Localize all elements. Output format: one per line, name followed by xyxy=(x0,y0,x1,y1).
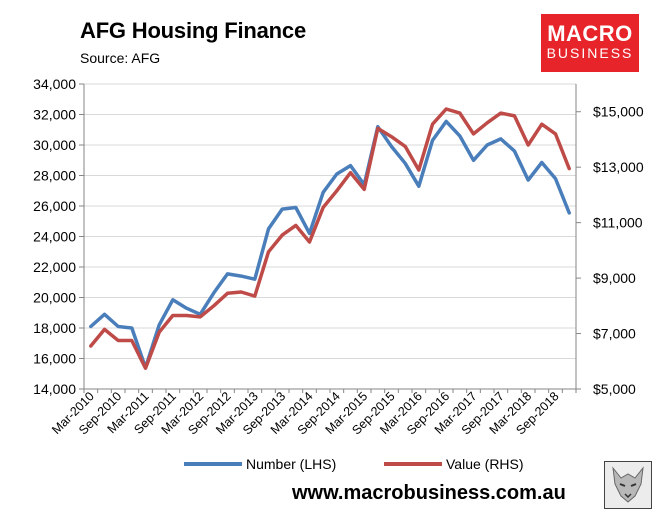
left-tick-label: 16,000 xyxy=(33,351,76,367)
series-line-value xyxy=(89,107,571,370)
left-tick-label: 22,000 xyxy=(33,259,76,275)
legend-label-value: Value (RHS) xyxy=(446,456,524,472)
footer-url[interactable]: www.macrobusiness.com.au xyxy=(292,482,566,504)
chart-source: Source: AFG xyxy=(80,50,161,66)
line-chart: 14,000 16,000 18,000 20,000 22,000 24,000 26,0… xyxy=(33,76,644,437)
left-tick-label: 20,000 xyxy=(33,290,76,306)
series-lines xyxy=(89,107,571,370)
chart-title: AFG Housing Finance xyxy=(80,18,306,43)
right-tick-label: $11,000 xyxy=(593,215,643,231)
legend-label-number: Number (LHS) xyxy=(246,456,337,472)
right-tick-label: $15,000 xyxy=(593,104,644,120)
legend-item-value: Value (RHS) xyxy=(384,456,524,472)
left-tick-label: 30,000 xyxy=(33,137,76,153)
legend-swatch-value xyxy=(384,462,442,466)
left-tick-label: 26,000 xyxy=(33,198,76,214)
gridlines xyxy=(84,83,576,359)
right-tick-label: $5,000 xyxy=(593,381,636,397)
x-axis-ticks: Mar-2010Sep-2010Mar-2011Sep-2011Mar-2012… xyxy=(49,389,577,437)
left-tick-label: 28,000 xyxy=(33,168,76,184)
left-tick-label: 18,000 xyxy=(33,320,76,336)
right-y-axis-ticks: $5,000 $7,000 $9,000 $11,000 $13,000 $15,000 xyxy=(576,104,644,397)
left-tick-label: 34,000 xyxy=(33,76,76,92)
legend-item-number: Number (LHS) xyxy=(184,456,336,472)
series-line-number xyxy=(89,119,571,370)
left-tick-label: 32,000 xyxy=(33,107,76,123)
left-y-axis-ticks: 14,000 16,000 18,000 20,000 22,000 24,000 26,0… xyxy=(33,76,84,397)
chart-legend: Number (LHS) Value (RHS) xyxy=(0,456,666,476)
logo-line-2: BUSINESS xyxy=(546,45,634,61)
right-tick-label: $9,000 xyxy=(593,270,636,286)
right-tick-label: $13,000 xyxy=(593,159,644,175)
wolf-logo-icon xyxy=(604,461,652,509)
left-tick-label: 24,000 xyxy=(33,229,76,245)
left-tick-label: 14,000 xyxy=(33,381,76,397)
macrobusiness-logo[interactable]: MACRO BUSINESS xyxy=(541,14,639,72)
logo-line-1: MACRO xyxy=(547,21,633,46)
legend-swatch-number xyxy=(184,462,242,466)
right-tick-label: $7,000 xyxy=(593,326,636,342)
